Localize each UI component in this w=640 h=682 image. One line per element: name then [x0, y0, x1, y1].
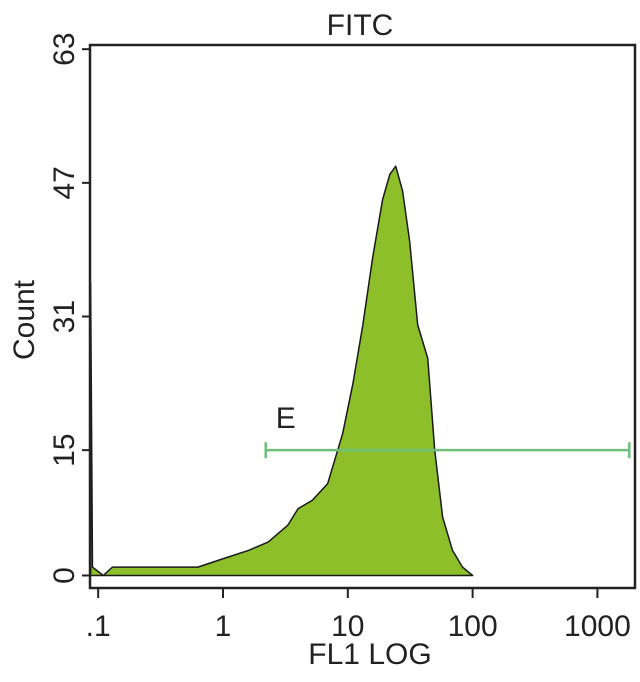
x-tick-label: 100 [448, 610, 498, 643]
chart-title: FITC [327, 9, 394, 42]
y-tick-label: 63 [48, 32, 81, 65]
y-tick-label: 0 [48, 567, 81, 584]
y-axis-label: Count [8, 279, 41, 360]
y-tick-label: 47 [48, 166, 81, 199]
y-tick-label: 15 [48, 433, 81, 466]
y-tick-label: 31 [48, 300, 81, 333]
x-tick-label: 1000 [564, 610, 631, 643]
x-tick-label: 10 [331, 610, 364, 643]
x-tick-label: 1 [215, 610, 232, 643]
x-tick-label: .1 [86, 610, 111, 643]
gate-label: E [276, 402, 296, 435]
x-axis-label: FL1 LOG [308, 638, 431, 671]
histogram-area [89, 165, 474, 577]
